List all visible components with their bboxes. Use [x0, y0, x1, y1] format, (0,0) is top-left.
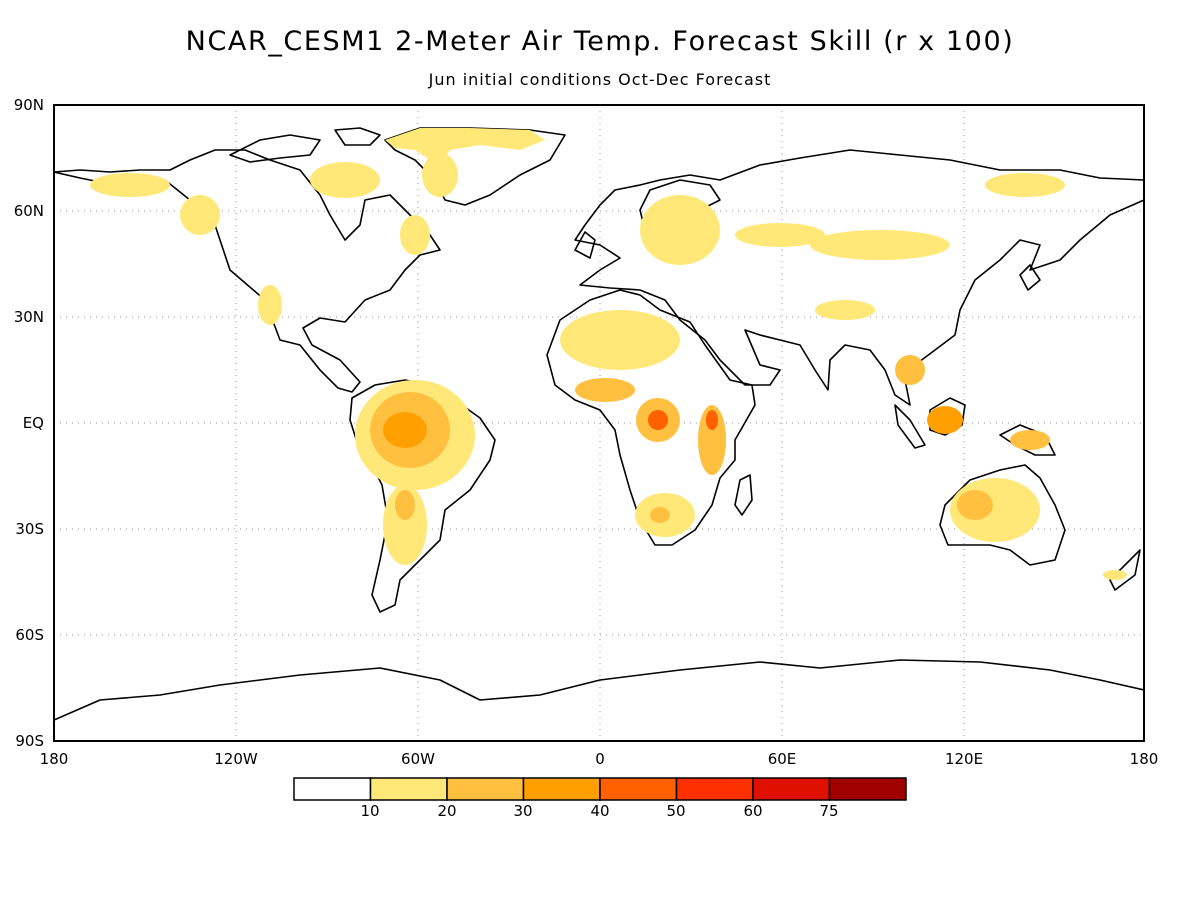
colorbar-label-40: 40: [590, 802, 610, 820]
colorbar-label-10: 10: [360, 802, 380, 820]
colorbar-label-75: 75: [819, 802, 839, 820]
lon-label-180e: 180: [1129, 750, 1159, 768]
colorbar-swatch-6: [752, 777, 831, 801]
lat-label-60s: 60S: [15, 626, 44, 644]
lon-label-60w: 60W: [401, 750, 435, 768]
colorbar-label-20: 20: [437, 802, 457, 820]
colorbar-swatch-0: [293, 777, 372, 801]
map-frame: [53, 104, 1145, 742]
gridlines: [54, 105, 1144, 741]
lon-label-180w: 180: [39, 750, 69, 768]
colorbar-swatch-7: [828, 777, 907, 801]
lat-label-30n: 30N: [13, 308, 44, 326]
colorbar-swatch-2: [446, 777, 525, 801]
colorbar-label-30: 30: [513, 802, 533, 820]
colorbar-swatch-1: [369, 777, 448, 801]
lat-label-90n: 90N: [13, 96, 44, 114]
coastlines: [54, 127, 1144, 741]
lon-label-120e: 120E: [944, 750, 984, 768]
colorbar-label-50: 50: [666, 802, 686, 820]
lat-label-eq: EQ: [22, 414, 44, 432]
colorbar-swatch-5: [675, 777, 754, 801]
lat-label-90s: 90S: [15, 732, 44, 750]
map-subtitle: Jun initial conditions Oct-Dec Forecast: [428, 70, 772, 89]
skill-field: [90, 128, 1127, 580]
colorbar: [293, 777, 907, 801]
map-title: NCAR_CESM1 2-Meter Air Temp. Forecast Sk…: [185, 26, 1015, 57]
lon-label-60e: 60E: [767, 750, 797, 768]
lat-label-60n: 60N: [13, 202, 44, 220]
lon-label-0: 0: [595, 750, 605, 768]
lat-label-30s: 30S: [15, 520, 44, 538]
colorbar-swatch-4: [599, 777, 678, 801]
colorbar-label-60: 60: [743, 802, 763, 820]
lon-label-120w: 120W: [214, 750, 258, 768]
colorbar-swatch-3: [522, 777, 601, 801]
